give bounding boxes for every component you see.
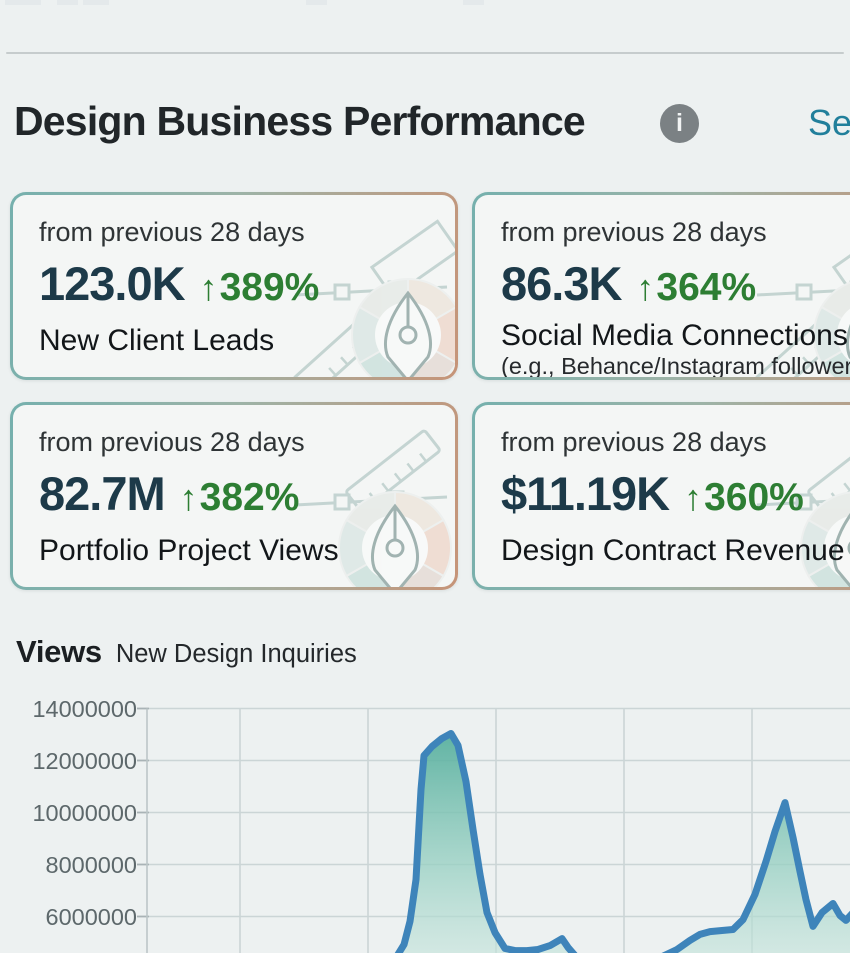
info-icon-glyph: i [676,109,683,137]
card-period-label: from previous 28 days [39,217,305,247]
up-arrow-icon: ↑ [199,267,218,308]
window-chrome-remnant [306,0,327,5]
up-arrow-icon: ↑ [179,477,198,518]
info-icon[interactable]: i [660,104,699,143]
card-value: 86.3K [501,257,622,310]
card-metric-sublabel: (e.g., Behance/Instagram followers [501,353,850,377]
header-link-clipped[interactable]: Se [808,102,850,143]
card-metric-label: Social Media Connections [501,319,848,352]
chart-title: Views [16,634,102,669]
area-chart-svg [137,707,850,953]
window-chrome-remnant [83,0,109,5]
y-axis-tick-label: 12000000 [32,747,137,774]
window-chrome-remnant [463,0,484,5]
chart-subtitle: New Design Inquiries [115,640,357,668]
chart-section-header: Views New Design Inquiries [16,634,357,670]
card-value: 82.7M [39,467,166,520]
y-axis-tick-label: 8000000 [45,851,138,878]
views-area-chart: 14000000 12000000 10000000 8000000 6000000 [0,690,850,953]
card-metric-label: New Client Leads [39,324,275,357]
y-axis-tick-label: 10000000 [32,799,137,826]
metric-card-body: from previous 28 days 86.3K ↑364% Social… [475,195,850,377]
metric-card-portfolio-project-views[interactable]: from previous 28 days 82.7M ↑382% Portfo… [10,402,458,590]
card-delta: ↑364% [636,266,757,309]
card-delta: ↑360% [684,476,804,519]
metric-card-new-client-leads[interactable]: from previous 28 days 123.0K ↑389% New C… [10,192,458,380]
card-period-label: from previous 28 days [501,427,767,457]
card-value: $11.19K [501,467,670,520]
card-period-label: from previous 28 days [39,427,305,457]
up-arrow-icon: ↑ [636,267,655,308]
up-arrow-icon: ↑ [684,477,703,518]
card-period-label: from previous 28 days [501,217,767,247]
page-title: Design Business Performance [14,98,586,144]
window-chrome-remnant [57,0,78,5]
metric-card-body: from previous 28 days 123.0K ↑389% New C… [13,195,455,377]
card-delta: ↑389% [199,266,320,309]
y-axis-tick-label: 6000000 [45,903,138,930]
card-delta: ↑382% [179,476,300,519]
y-axis-tick-label: 14000000 [32,695,137,722]
card-metric-label: Design Contract Revenue [501,534,845,567]
header-divider [6,52,844,54]
card-metric-label: Portfolio Project Views [39,534,339,567]
metric-card-body: from previous 28 days 82.7M ↑382% Portfo… [13,405,455,587]
card-value: 123.0K [39,257,186,310]
metric-card-body: from previous 28 days $11.19K ↑360% Desi… [475,405,850,587]
window-chrome-remnant [5,0,41,5]
metric-card-design-contract-revenue[interactable]: from previous 28 days $11.19K ↑360% Desi… [472,402,850,590]
metric-card-social-media-connections[interactable]: from previous 28 days 86.3K ↑364% Social… [472,192,850,380]
